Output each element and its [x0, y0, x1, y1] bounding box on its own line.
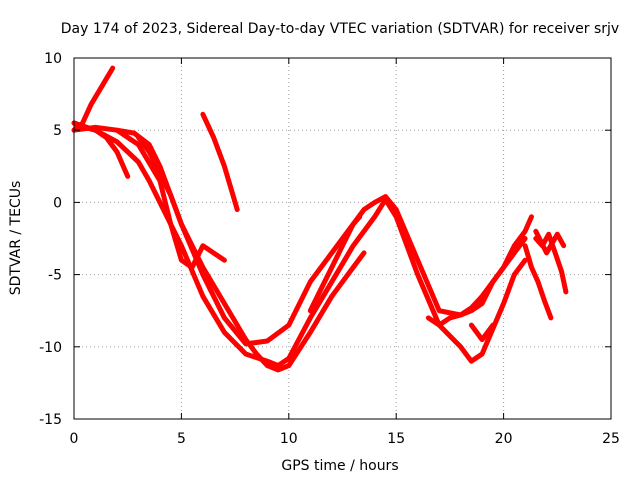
satellite-track-13 [533, 228, 567, 256]
x-tick-label: 10 [280, 431, 298, 447]
grid [74, 58, 611, 419]
chart-title: Day 174 of 2023, Sidereal Day-to-day VTE… [61, 21, 619, 37]
x-tick-label: 20 [495, 431, 513, 447]
satellite-track-8 [307, 214, 363, 314]
series-layer [71, 65, 569, 373]
satellite-track-4 [71, 124, 528, 347]
x-tick-label: 5 [177, 431, 186, 447]
x-tick-label: 25 [602, 431, 620, 447]
x-tick-label: 15 [387, 431, 405, 447]
plot-frame [73, 57, 612, 420]
y-tick-label: 5 [53, 123, 62, 139]
x-tick-label: 0 [70, 431, 79, 447]
satellite-track-6 [114, 127, 227, 270]
y-tick-label: 0 [53, 195, 62, 211]
satellite-track-1 [71, 65, 116, 133]
y-tick-label: -15 [39, 412, 62, 428]
satellite-track-3 [200, 111, 240, 213]
y-tick-label: -5 [48, 268, 62, 284]
x-axis-label: GPS time / hours [281, 458, 398, 474]
y-tick-label: 10 [44, 51, 62, 67]
axis-ticks: 0 5 10 15 20 25 -15 -10 -5 0 5 10 [39, 51, 620, 447]
y-tick-label: -10 [39, 340, 62, 356]
satellite-track-7 [135, 134, 367, 373]
satellite-track-11 [522, 243, 554, 321]
y-axis-label: SDTVAR / TECUs [8, 181, 24, 296]
satellite-track-10 [468, 322, 496, 343]
satellite-track-9 [425, 214, 534, 328]
satellite-track-5 [71, 120, 528, 369]
